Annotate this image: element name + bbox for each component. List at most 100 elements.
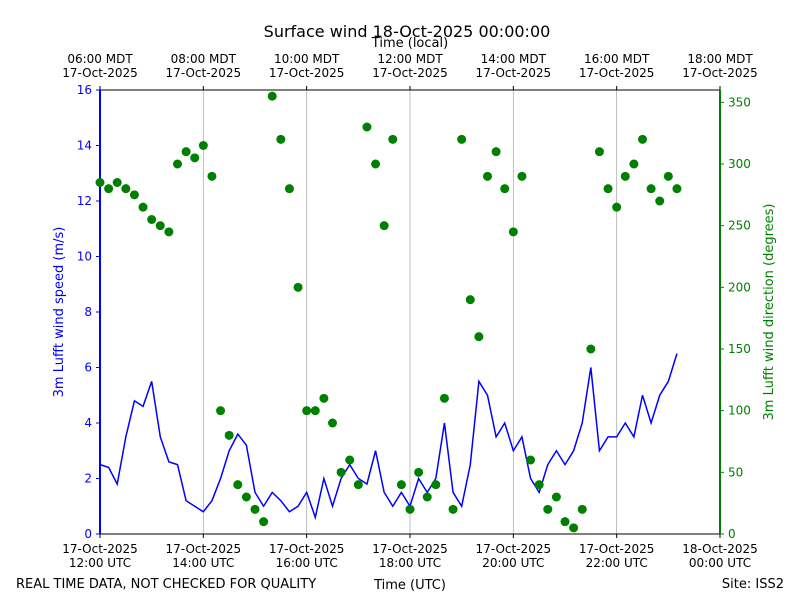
- direction-point: [439, 393, 449, 403]
- direction-point: [405, 504, 415, 514]
- y-tick-label: 2: [84, 472, 92, 486]
- top-axis-label: Time (local): [371, 36, 448, 51]
- x-tick-label: 17-Oct-2025 20:00 UTC: [476, 542, 552, 570]
- direction-point: [663, 171, 673, 181]
- direction-point: [594, 147, 604, 157]
- y-tick-label: 6: [84, 361, 92, 375]
- direction-point: [207, 171, 217, 181]
- direction-point: [284, 184, 294, 194]
- direction-point: [483, 171, 492, 181]
- direction-point: [310, 406, 320, 416]
- direction-point: [569, 523, 579, 533]
- direction-point: [448, 504, 458, 514]
- direction-point: [241, 492, 251, 502]
- x-axis-label: Time (UTC): [373, 578, 446, 593]
- direction-point: [190, 153, 200, 163]
- direction-point: [216, 406, 226, 416]
- x-tick-label: 17-Oct-2025 14:00 UTC: [166, 542, 242, 570]
- x-tick-label: 17-Oct-2025 12:00 UTC: [62, 542, 138, 570]
- x-tick-label: 17-Oct-2025 22:00 UTC: [579, 542, 655, 570]
- direction-point: [457, 134, 467, 144]
- x2-tick-label: 08:00 MDT 17-Oct-2025: [166, 52, 242, 80]
- direction-point: [500, 184, 510, 194]
- direction-point: [302, 406, 312, 416]
- direction-point: [112, 178, 122, 187]
- direction-point: [198, 141, 208, 150]
- direction-point: [362, 122, 372, 132]
- direction-point: [560, 517, 570, 527]
- direction-point: [250, 504, 260, 514]
- direction-point: [224, 430, 234, 440]
- y2-tick-label: 350: [728, 95, 751, 109]
- chart-title: Surface wind 18-Oct-2025 00:00:00: [264, 22, 551, 41]
- direction-point: [379, 221, 389, 231]
- direction-point: [388, 134, 398, 144]
- direction-point: [431, 480, 441, 490]
- direction-point: [155, 221, 165, 231]
- y-axis-label: 3m Lufft wind speed (m/s): [52, 227, 67, 398]
- direction-point: [534, 480, 544, 490]
- y-tick-label: 12: [77, 194, 92, 208]
- y2-axis-label: 3m Lufft wind direction (degrees): [762, 204, 777, 421]
- x2-tick-label: 18:00 MDT 17-Oct-2025: [682, 52, 758, 80]
- direction-point: [371, 159, 381, 169]
- direction-point: [336, 467, 346, 477]
- direction-point: [259, 517, 269, 527]
- direction-point: [129, 190, 139, 200]
- direction-point: [508, 227, 518, 237]
- y2-tick-label: 150: [728, 342, 751, 356]
- direction-point: [328, 418, 337, 428]
- speed-line: [99, 353, 678, 521]
- direction-point: [319, 393, 329, 403]
- direction-point: [396, 480, 406, 490]
- direction-point: [95, 178, 105, 187]
- y2-tick-label: 300: [728, 157, 751, 171]
- direction-point: [517, 171, 527, 181]
- y-tick-label: 4: [84, 416, 92, 430]
- x2-tick-label: 06:00 MDT 17-Oct-2025: [62, 52, 138, 80]
- direction-point: [586, 344, 596, 354]
- y-tick-label: 14: [77, 139, 92, 153]
- y2-tick-label: 0: [728, 527, 736, 541]
- y2-tick-label: 100: [728, 404, 751, 418]
- direction-point: [551, 492, 561, 502]
- direction-point: [526, 455, 536, 465]
- direction-point: [267, 91, 277, 101]
- y-tick-label: 0: [84, 527, 92, 541]
- y2-tick-label: 50: [728, 465, 743, 479]
- x2-tick-label: 14:00 MDT 17-Oct-2025: [476, 52, 552, 80]
- footnote: REAL TIME DATA, NOT CHECKED FOR QUALITY: [16, 577, 316, 592]
- direction-point: [181, 147, 191, 157]
- direction-point: [104, 184, 114, 194]
- direction-point: [414, 467, 424, 477]
- direction-point: [422, 492, 432, 502]
- direction-point: [629, 159, 639, 169]
- direction-point: [164, 227, 174, 237]
- direction-point: [233, 480, 243, 490]
- direction-point: [491, 147, 501, 157]
- direction-point: [543, 504, 553, 514]
- direction-point: [638, 134, 647, 144]
- x-tick-label: 18-Oct-2025 00:00 UTC: [682, 542, 758, 570]
- direction-point: [121, 184, 131, 194]
- direction-point: [173, 159, 182, 169]
- direction-point: [147, 215, 157, 224]
- y-tick-label: 10: [77, 250, 92, 264]
- direction-point: [138, 202, 148, 212]
- direction-point: [577, 504, 587, 514]
- site-label: Site: ISS2: [722, 577, 784, 592]
- direction-point: [620, 171, 630, 181]
- y-tick-label: 16: [77, 83, 92, 97]
- direction-point: [612, 202, 622, 212]
- x2-tick-label: 16:00 MDT 17-Oct-2025: [579, 52, 655, 80]
- direction-point: [646, 184, 656, 194]
- direction-point: [474, 332, 484, 342]
- y-tick-label: 8: [84, 305, 92, 319]
- direction-point: [345, 455, 355, 465]
- y2-tick-label: 200: [728, 280, 751, 294]
- direction-point: [353, 480, 363, 490]
- y2-tick-label: 250: [728, 219, 751, 233]
- x2-tick-label: 10:00 MDT 17-Oct-2025: [269, 52, 345, 80]
- direction-point: [276, 134, 286, 144]
